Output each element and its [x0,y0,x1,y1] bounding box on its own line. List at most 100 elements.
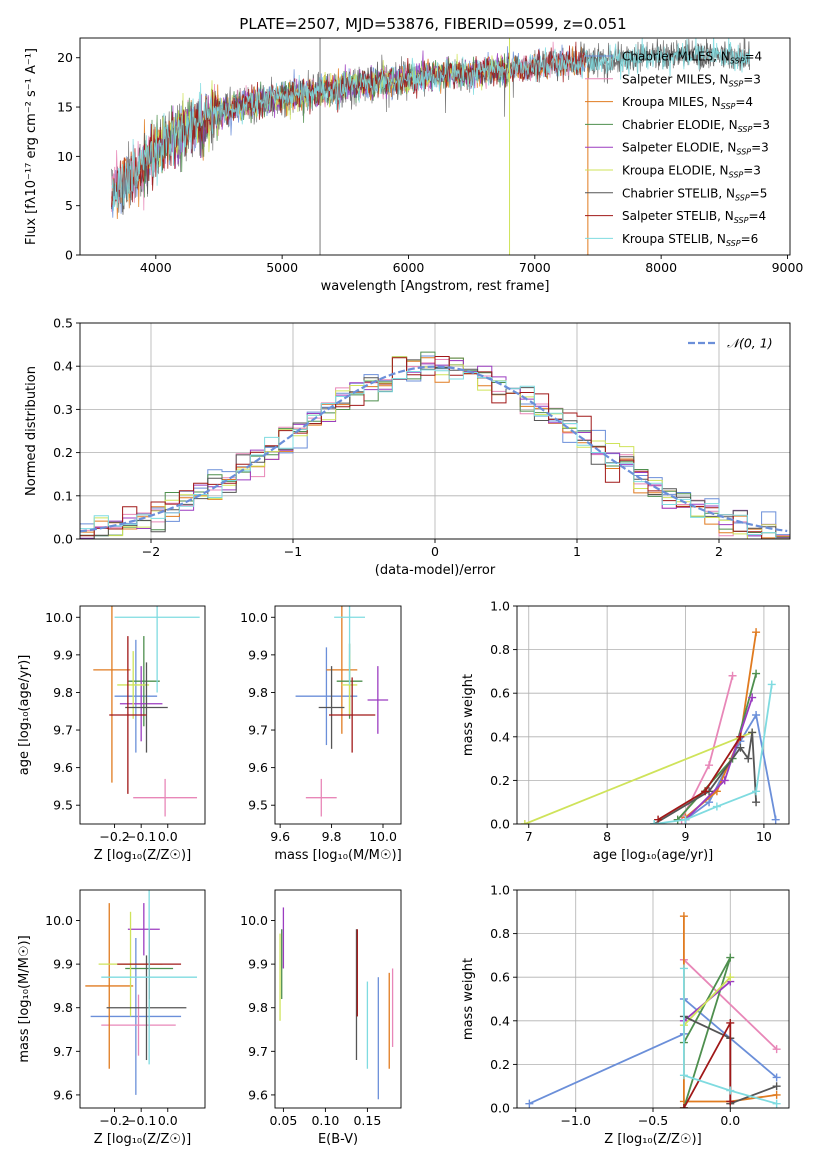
y-tick-label: 9.7 [248,723,268,738]
y-tick-label: 9.7 [248,1044,268,1059]
weight-point-marker [520,820,529,824]
errorbar-salpeter-stelib [109,636,147,794]
y-tick-label: 9.5 [53,798,73,813]
y-tick-label: 0.2 [490,773,510,788]
x-tick-label: 7000 [519,260,551,275]
weight-point-marker [752,787,761,796]
x-tick-label: 5000 [266,260,298,275]
errorbar-chabrier-stelib [106,955,187,1061]
errorbar-chabrier-stelib [318,666,345,749]
weight-point-marker [772,1099,781,1108]
weight-point-marker [726,953,735,962]
y-tick-label: 9.9 [53,647,73,662]
weight-point-marker [752,798,761,807]
x-tick-label: −0.1 [126,1113,156,1128]
weight-point-marker [679,964,688,973]
weight-vs-Z-plot-area [525,912,781,1108]
legend-entry: Kroupa STELIB, NSSP=6 [622,232,758,248]
y-tick-label: 9.6 [248,760,268,775]
weight-point-marker [525,1099,534,1108]
legend-sub: SSP [726,239,741,248]
y-tick-label: 0.8 [490,642,510,657]
legend-tail: =3 [743,164,761,178]
errorbar-salpeter-elodie [367,666,389,734]
legend-label: Chabrier ELODIE, N [622,118,738,132]
weight-point-marker [748,693,757,702]
y-tick-label: 9.6 [53,760,73,775]
weight-point-marker [752,711,761,719]
legend-sub: SSP [729,171,744,180]
weight-point-marker [712,802,721,811]
y-tick-label: 9.8 [53,685,73,700]
legend-sub: SSP [735,193,750,202]
weight-point-marker [772,1045,781,1054]
x-tick-label: −1 [284,544,302,559]
weight-point-marker [736,732,745,741]
weight-line-chabrier-miles [684,712,777,821]
y-tick-label: 20 [57,50,73,65]
spectrum-panel: 4000 5000 6000 7000 8000 9000 0 5 10 15 20 waveleng… [24,37,804,294]
axes-frame [274,605,402,825]
legend-sub: SSP [734,216,749,225]
x-axis-label: E(B-V) [318,1132,358,1147]
y-tick-label: 0.5 [53,316,73,331]
x-axis-label: Z [log₁₀(Z/Z☉)] [94,1132,191,1147]
legend-label: Salpeter ELODIE, N [622,141,736,155]
errorbar-kroupa-miles [85,903,134,1069]
axes-frame [79,605,206,825]
x-tick-label: −0.1 [126,829,156,844]
weight-vs-age-plot-area [520,628,780,824]
legend-tail: =4 [744,50,762,64]
x-tick-label: 8 [603,829,611,844]
weight-point-marker [679,1104,688,1108]
legend-sub: SSP [736,148,751,157]
x-tick-label: 0.15 [353,1113,381,1128]
legend-entry: Salpeter STELIB, NSSP=4 [622,209,766,225]
errorbar-kroupa-stelib [101,890,198,1065]
residuals-panel: −2 −1 0 1 2 0.0 0.1 0.2 0.3 0.4 0.5 (data-model)/er… [24,316,791,578]
errorbar-chabrier-miles [90,937,182,1095]
y-tick-label: 1.0 [490,883,510,898]
age-vs-mass-plot-area [295,606,389,817]
weight-point-marker [772,1090,781,1099]
legend-tail: =4 [748,209,766,223]
mass-vs-ebv-plot-area [279,907,394,1100]
x-tick-label: 7 [525,829,533,844]
errorbar-salpeter-miles [133,778,198,817]
model-spectrum-chabrier-stelib [111,38,750,215]
y-tick-label: 0.6 [490,686,510,701]
y-axis-label: mass weight [461,958,476,1040]
y-tick-label: 9.9 [248,647,268,662]
y-axis-label: mass [log₁₀(M/M☉)] [17,935,32,1062]
weight-line-kroupa-elodie [683,976,731,1026]
legend-tail: =4 [735,95,753,109]
age-vs-Z-panel: −0.2−0.1 0.0 9.5 9.6 9.7 9.8 9.9 10.0 Z [log₁₀(Z… [17,605,206,863]
y-tick-label: 9.5 [248,798,268,813]
x-tick-label: 9 [682,829,690,844]
x-tick-label: 0.0 [158,1113,178,1128]
y-tick-label: 9.8 [248,685,268,700]
weight-point-marker [772,1073,781,1082]
weight-point-marker [705,798,714,807]
y-tick-label: 9.8 [53,1000,73,1015]
y-tick-label: 10 [57,149,73,164]
y-tick-label: 9.8 [248,1000,268,1015]
x-axis-label: mass [log₁₀(M/M☉)] [274,848,401,863]
y-tick-label: 0.1 [53,488,73,503]
errorbar-salpeter-miles [101,994,176,1056]
y-tick-label: 0 [65,248,73,263]
x-tick-label: 10.0 [369,829,397,844]
figure-title: PLATE=2507, MJD=53876, FIBERID=0599, z=0… [239,15,626,33]
weight-point-marker [720,776,729,785]
weight-line-kroupa-stelib [683,968,777,1105]
weight-point-marker [726,1086,735,1095]
legend-entry: Chabrier MILES, NSSP=4 [622,50,762,66]
x-tick-label: 9000 [772,260,804,275]
y-tick-label: 0.2 [53,445,73,460]
y-axis-label: Flux [fλ10⁻¹⁷ erg cm⁻² s⁻¹ A⁻¹] [24,48,39,245]
legend-tail: =6 [741,232,759,246]
axes-frame [516,605,790,825]
legend-sub: SSP [738,125,753,134]
